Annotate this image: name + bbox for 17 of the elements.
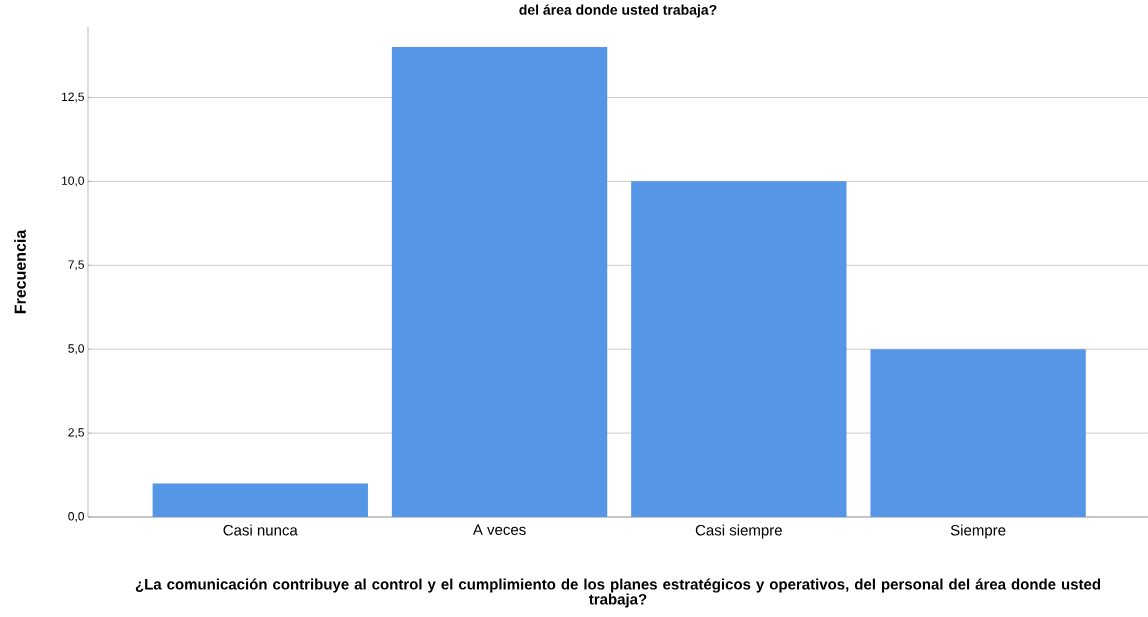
bar xyxy=(631,181,847,517)
bar xyxy=(870,349,1086,517)
chart-title: del área donde usted trabaja? xyxy=(519,4,717,18)
y-tick-label: 7,5 xyxy=(68,260,84,271)
x-tick-label: Casi nunca xyxy=(223,524,298,536)
x-tick-label: Casi siempre xyxy=(695,524,782,539)
y-tick-label: 10,0 xyxy=(62,176,85,187)
y-tick-label: 0,0 xyxy=(68,512,85,522)
y-axis-title: Frecuencia xyxy=(14,229,26,314)
x-tick-label: A veces xyxy=(472,524,526,535)
y-tick-label: 5,0 xyxy=(68,344,85,355)
x-tick-label: Siempre xyxy=(950,524,1006,539)
y-tick-label: 2,5 xyxy=(68,428,84,439)
bar xyxy=(391,47,608,517)
bar xyxy=(152,483,368,517)
y-tick-label: 12,5 xyxy=(62,92,84,103)
x-axis-title: ¿La comunicación contribuye al control y el cumplimiento de los planes estratégicos y operativos, del personal del área donde usted trabaja? xyxy=(135,578,1101,608)
